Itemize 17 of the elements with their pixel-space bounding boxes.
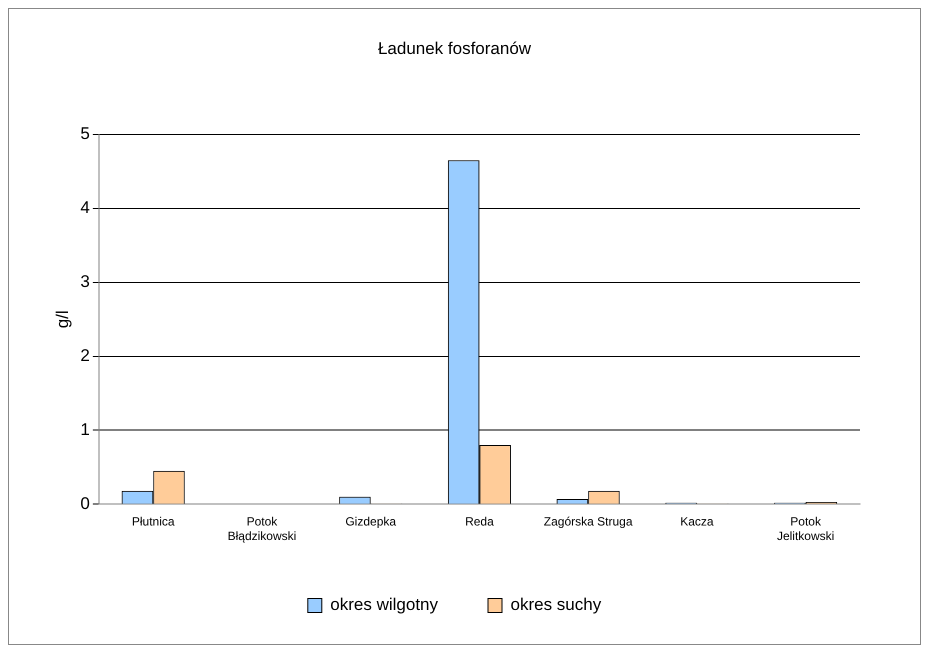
y-tick-label: 3 bbox=[80, 272, 90, 292]
y-axis-title: g/l bbox=[52, 310, 72, 328]
y-tick-label: 2 bbox=[80, 346, 90, 365]
x-tick-label: Potok Błądzikowski bbox=[228, 514, 296, 544]
y-tick-label: 1 bbox=[80, 420, 90, 439]
x-tick-label: Zagórska Struga bbox=[544, 514, 633, 529]
legend-label: okres wilgotny bbox=[330, 595, 439, 614]
x-tick-label: Gizdepka bbox=[345, 514, 396, 529]
chart-title: Ładunek fosforanów bbox=[378, 38, 532, 58]
x-tick-label: Reda bbox=[465, 514, 494, 529]
x-tick-label: Potok Jelitkowski bbox=[776, 514, 834, 544]
y-tick-label: 0 bbox=[80, 494, 90, 513]
legend-label: okres suchy bbox=[510, 595, 602, 614]
y-tick-label: 4 bbox=[80, 198, 90, 218]
x-tick-label: Płutnica bbox=[132, 514, 175, 529]
x-tick-label: Kacza bbox=[680, 514, 714, 529]
y-tick-label: 5 bbox=[80, 124, 90, 144]
